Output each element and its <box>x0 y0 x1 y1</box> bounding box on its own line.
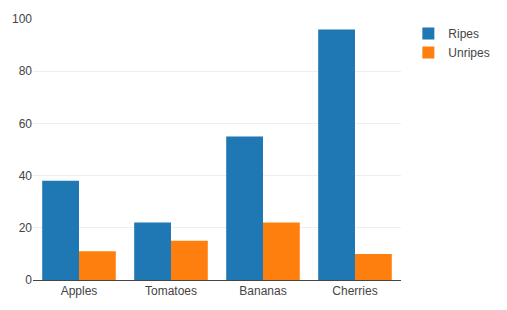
svg-text:60: 60 <box>19 117 33 131</box>
svg-text:Bananas: Bananas <box>239 284 286 298</box>
svg-text:Apples: Apples <box>61 284 98 298</box>
svg-text:100: 100 <box>12 12 32 26</box>
svg-text:0: 0 <box>25 273 32 287</box>
svg-text:Unripes: Unripes <box>448 46 489 60</box>
svg-text:80: 80 <box>19 64 33 78</box>
svg-text:20: 20 <box>19 221 33 235</box>
svg-text:40: 40 <box>19 169 33 183</box>
svg-text:Ripes: Ripes <box>448 27 479 41</box>
svg-text:Tomatoes: Tomatoes <box>145 284 197 298</box>
svg-text:Cherries: Cherries <box>332 284 377 298</box>
